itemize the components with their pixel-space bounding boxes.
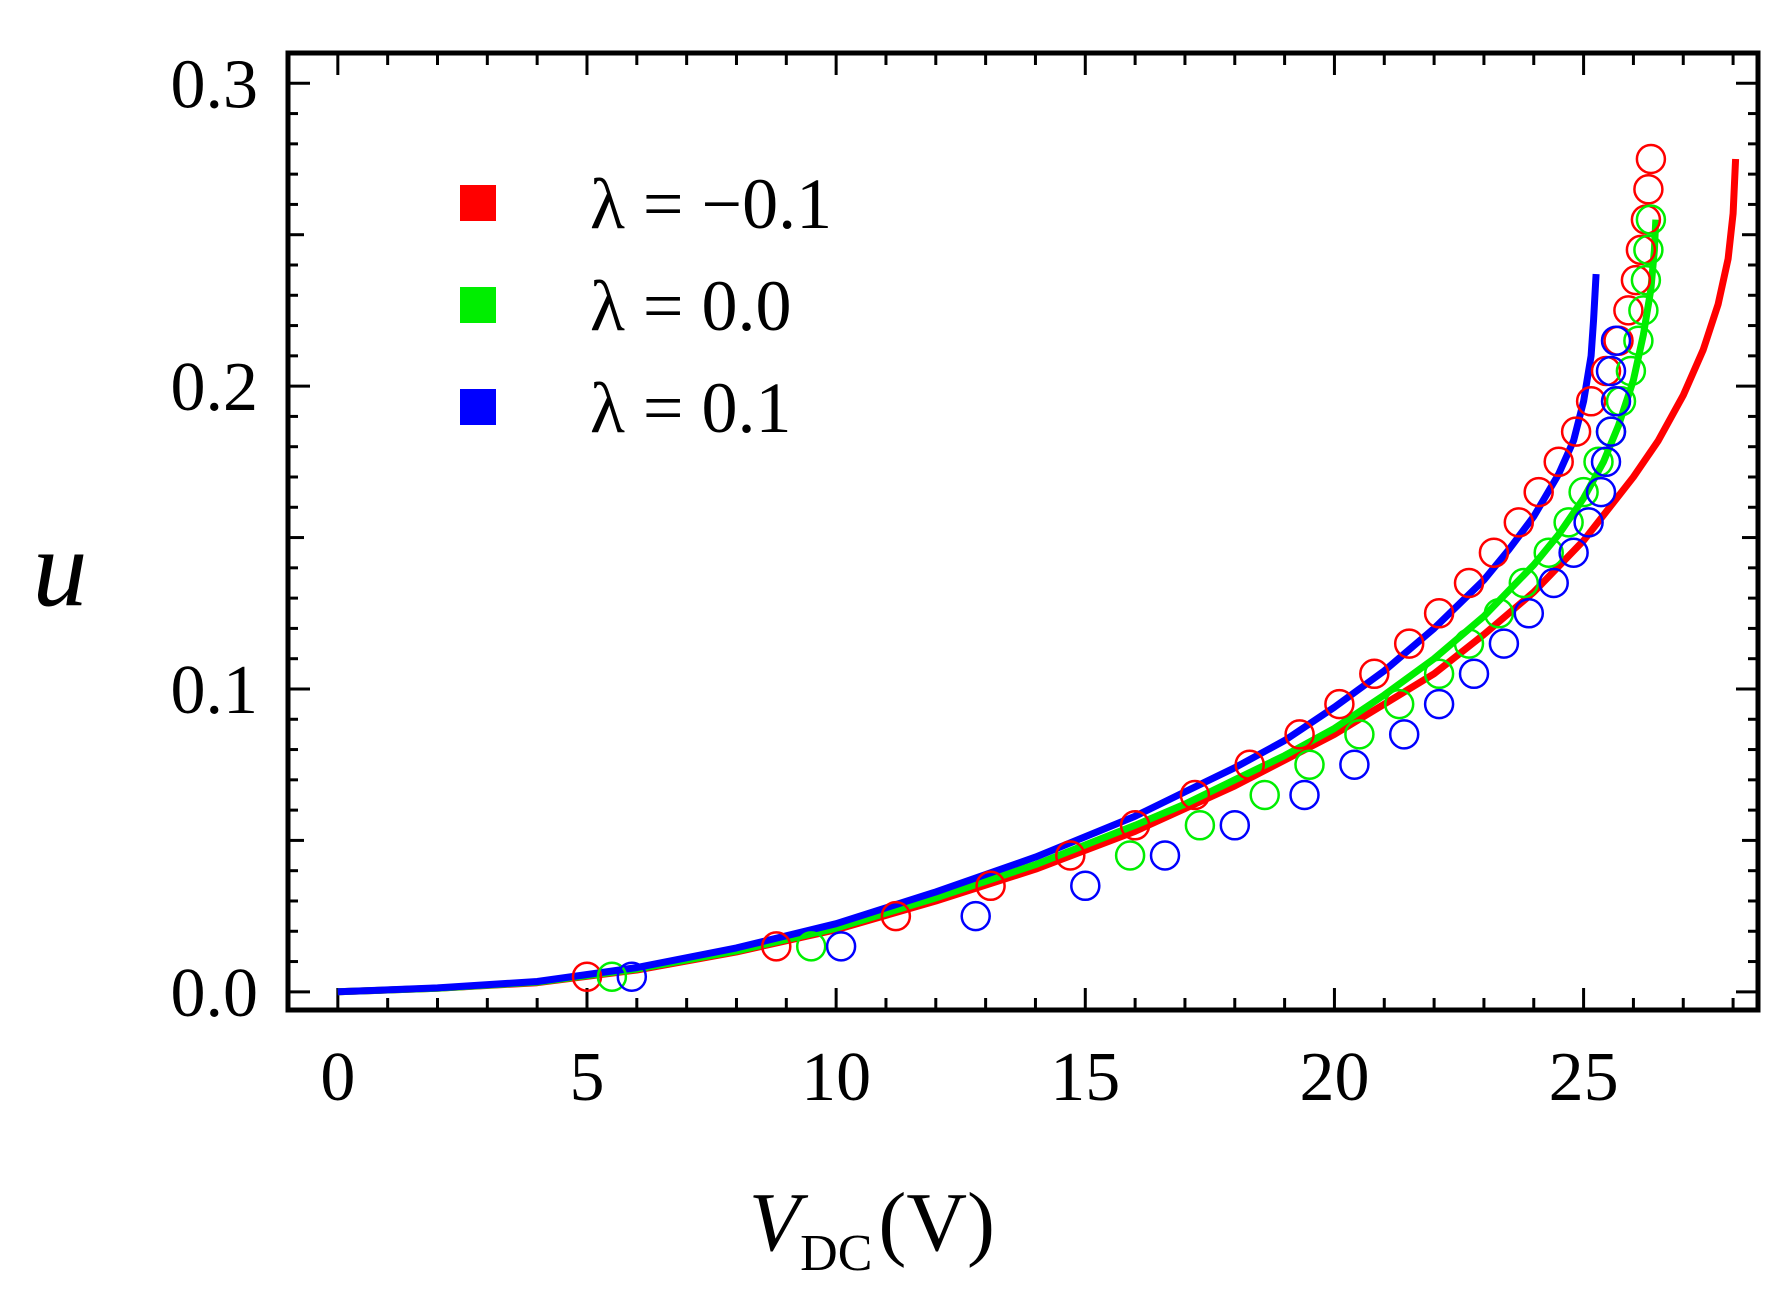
series-curve-2: [337, 273, 1600, 996]
series-point-0: [1523, 476, 1554, 508]
series-point-2: [960, 900, 991, 932]
series-point-1: [1628, 295, 1659, 326]
series-point-0: [1393, 628, 1425, 659]
series-point-0: [1423, 598, 1455, 629]
x-axis-title-main: VDC(V): [749, 1176, 995, 1282]
x-axis-title-unit: (V): [878, 1176, 995, 1269]
x-tick-label: 5: [569, 1039, 604, 1116]
series-point-2: [1538, 567, 1569, 599]
series-point-1: [1114, 840, 1146, 871]
series-point-1: [1568, 476, 1599, 508]
legend-swatch-0: [460, 185, 496, 221]
y-tick-label: 0.3: [171, 46, 259, 123]
series-point-2: [1590, 446, 1622, 478]
legend: λ = −0.1 λ = 0.0 λ = 0.1: [460, 164, 832, 448]
series-point-0: [1284, 719, 1315, 750]
series-point-1: [1344, 719, 1375, 750]
series-point-0: [1633, 174, 1664, 205]
legend-label-0: λ = −0.1: [590, 164, 832, 244]
series-point-2: [1458, 658, 1490, 690]
x-tick-label: 10: [801, 1039, 871, 1116]
legend-label-1: λ = 0.0: [590, 266, 792, 346]
series-point-0: [880, 900, 912, 932]
series-point-2: [1513, 598, 1545, 629]
series-point-2: [1558, 537, 1589, 568]
series-point-0: [1055, 840, 1086, 871]
y-tick-label: 0.1: [171, 652, 259, 729]
series-point-0: [1613, 295, 1644, 326]
legend-swatch-1: [460, 287, 496, 323]
series-point-0: [1179, 779, 1211, 811]
y-tick-label: 0.2: [171, 349, 259, 426]
series-point-2: [1219, 810, 1251, 841]
series-point-1: [1623, 325, 1654, 356]
x-tick-label: 20: [1299, 1039, 1369, 1116]
x-axis-title-subscript: DC: [800, 1225, 872, 1282]
series-point-1: [1294, 749, 1325, 780]
series-point-1: [1635, 204, 1667, 235]
legend-swatch-2: [460, 389, 496, 425]
series-point-0: [1119, 810, 1151, 841]
series-point-1: [1383, 688, 1415, 720]
points-layer: [571, 143, 1667, 992]
series-point-1: [1249, 779, 1280, 811]
series-point-0: [1560, 416, 1592, 447]
y-axis-title: u: [33, 507, 88, 629]
series-point-2: [1070, 870, 1101, 902]
series-point-2: [1423, 688, 1455, 720]
series-point-2: [1488, 628, 1520, 659]
series-point-1: [1633, 234, 1664, 266]
curves-layer: [337, 158, 1740, 996]
series-point-1: [1533, 537, 1564, 568]
x-tick-label: 15: [1050, 1039, 1120, 1116]
series-point-0: [1543, 446, 1574, 478]
series-point-0: [1635, 143, 1667, 175]
series-point-0: [571, 961, 603, 992]
series-point-2: [1585, 476, 1617, 508]
series-point-2: [1573, 507, 1604, 538]
series-point-1: [795, 931, 827, 962]
series-point-2: [1339, 749, 1370, 780]
series-point-1: [1615, 355, 1647, 387]
series-point-2: [616, 961, 648, 992]
series-point-2: [1595, 416, 1627, 447]
series-point-2: [825, 931, 857, 962]
series-point-0: [1575, 386, 1607, 417]
series-point-2: [1149, 840, 1181, 871]
series-point-0: [1234, 749, 1265, 780]
legend-label-2: λ = 0.1: [590, 368, 792, 448]
series-point-1: [1423, 658, 1455, 690]
series-point-0: [1453, 567, 1485, 599]
series-point-2: [1289, 779, 1320, 811]
series-point-1: [1184, 810, 1216, 841]
series-point-0: [1324, 688, 1355, 720]
series-point-2: [1388, 719, 1420, 750]
series-point-0: [975, 870, 1006, 902]
series-point-0: [1503, 507, 1535, 538]
series-point-0: [1478, 537, 1510, 568]
plot-frame: [285, 50, 1761, 1013]
series-point-1: [1483, 598, 1515, 629]
y-tick-label: 0.0: [171, 955, 259, 1032]
series-point-2: [1595, 355, 1627, 387]
x-tick-label: 0: [320, 1039, 355, 1116]
series-point-1: [1553, 507, 1584, 538]
x-tick-label: 25: [1549, 1039, 1619, 1116]
series-point-1: [1583, 446, 1614, 478]
series-point-0: [1359, 658, 1390, 690]
series-point-0: [761, 931, 792, 962]
series-point-1: [596, 961, 628, 992]
series-point-1: [1453, 628, 1485, 659]
series-point-2: [1600, 386, 1632, 417]
series-point-0: [1620, 264, 1652, 296]
series-point-2: [1600, 325, 1632, 356]
series-point-1: [1630, 264, 1662, 296]
tick-labels-layer: 0 5 10 15 20 25 0.0 0.1 0.2 0.3: [171, 46, 1619, 1116]
series-point-0: [1625, 234, 1657, 266]
x-axis-title-variable: V: [749, 1176, 809, 1269]
series-point-1: [1508, 567, 1540, 599]
